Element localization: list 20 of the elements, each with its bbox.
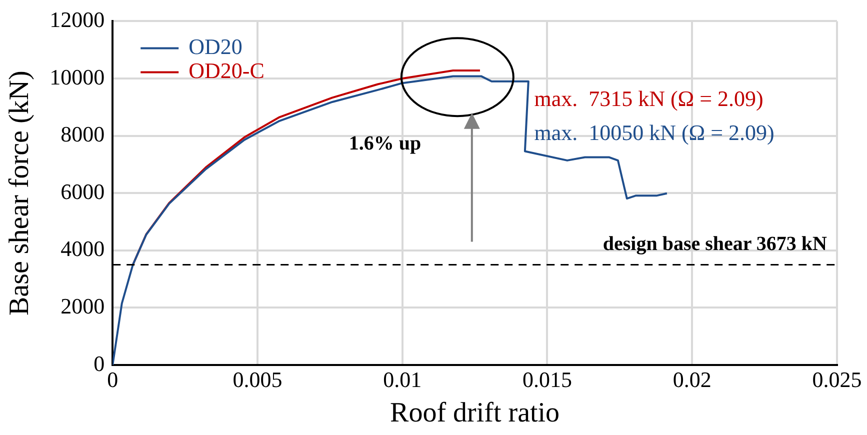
annotation: 1.6% up (348, 132, 422, 155)
ref-line-label: design base shear 3673 kN (602, 232, 828, 255)
y-axis-title: Base shear force (kN) (4, 70, 36, 316)
legend-label: OD20 (188, 34, 242, 59)
y-tick-label: 2000 (60, 293, 105, 318)
y-tick-label: 8000 (60, 122, 105, 147)
x-tick-label: 0.025 (812, 366, 862, 392)
legend-label: OD20-C (188, 58, 264, 83)
x-tick-label: 0.02 (672, 366, 712, 392)
y-tick-label: 6000 (60, 178, 105, 204)
y-tick-label: 10000 (50, 64, 105, 90)
y-tick-label: 4000 (60, 236, 105, 262)
annotation: max. 7315 kN (Ω = 2.09) (534, 86, 764, 111)
x-tick-label: 0.015 (522, 366, 572, 392)
x-axis-title: Roof drift ratio (390, 398, 560, 429)
y-tick-label: 12000 (50, 6, 105, 32)
x-tick-label: 0.005 (232, 366, 282, 392)
x-tick-label: 0.01 (383, 366, 422, 392)
annotation: max. 10050 kN (Ω = 2.09) (534, 120, 774, 146)
y-tick-label: 0 (94, 350, 105, 376)
